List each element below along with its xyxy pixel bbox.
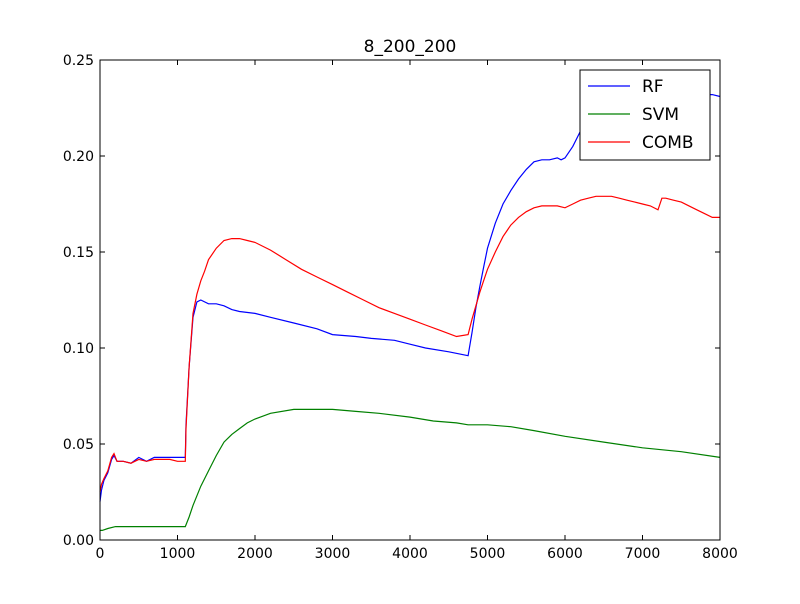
legend: RF SVM COMB [579,69,711,161]
y-tick-label: 0.00 [63,533,94,549]
x-tick-label: 7000 [625,546,661,562]
series-line-svm [100,408,721,531]
legend-label-rf: RF [642,77,664,97]
legend-label-svm: SVM [642,105,679,125]
x-tick-label: 1000 [160,546,196,562]
x-tick-label: 6000 [547,546,583,562]
y-tick-label: 0.05 [63,437,94,453]
x-tick-label: 3000 [315,546,351,562]
y-tick-label: 0.15 [63,245,94,261]
x-tick-label: 5000 [470,546,506,562]
y-tick-label: 0.10 [63,341,94,357]
y-tick-label: 0.20 [63,149,94,165]
x-tick-label: 8000 [702,546,738,562]
x-tick-label: 2000 [237,546,273,562]
x-tick-label: 0 [96,546,105,562]
chart-title: 8_200_200 [364,37,457,57]
y-tick-label: 0.25 [63,53,94,69]
series-line-comb [99,195,720,493]
legend-box [579,69,711,161]
x-tick-label: 4000 [392,546,428,562]
legend-label-comb: COMB [642,133,694,153]
axis-ticks: 0 1000 2000 3000 4000 5000 6000 7000 8000 0.00 0.0… [63,53,738,562]
